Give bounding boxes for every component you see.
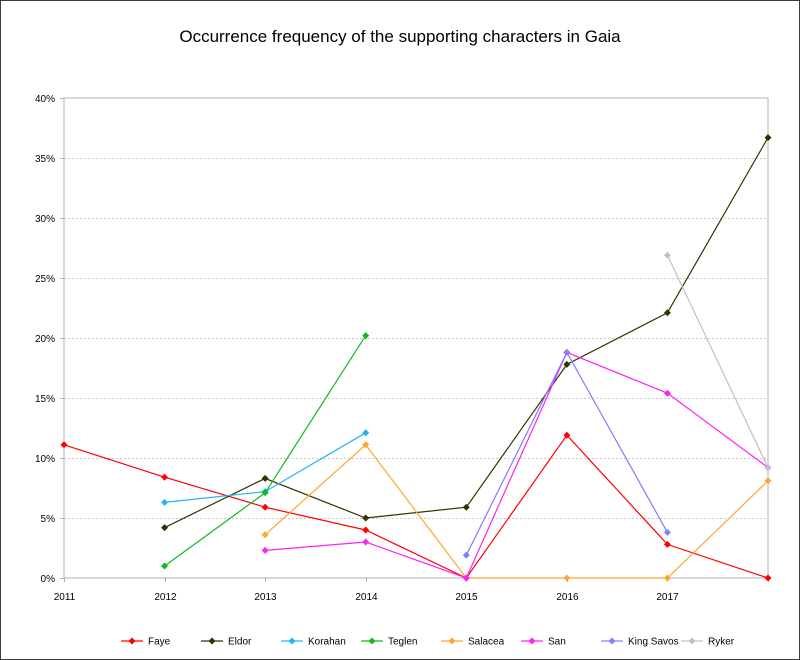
x-tick-label: 2016 [556,592,579,603]
data-point-faye [60,441,68,449]
series-line-san [265,351,769,579]
y-tick-label: 0% [41,574,56,585]
data-point-salacea [362,441,370,449]
series-salacea [261,441,772,582]
series-line-eldor [164,137,769,529]
data-point-ryker [764,464,772,472]
data-point-faye [261,503,269,511]
legend-label-faye: Faye [148,637,171,648]
data-point-faye [663,540,671,548]
y-tick-label: 35% [35,154,55,165]
series-teglen [161,332,370,570]
legend-item-king-savos: King Savos [601,637,679,648]
data-point-eldor [261,474,269,482]
axes: 0% 5% 10% 15% 20% 25% 30% 35% 40% 2011 2012 2013 201… [35,94,769,603]
data-point-faye [161,473,169,481]
data-point-eldor [563,360,571,368]
legend-item-salacea: Salacea [441,637,505,648]
series-line-salacea [264,443,769,579]
series-line-ryker [666,254,769,468]
x-tick-label: 2011 [54,592,76,603]
legend-label-king-savos: King Savos [628,637,679,648]
legend-label-san: San [548,637,566,648]
series-line-faye [63,434,769,579]
legend-marker-king-savos [608,637,616,645]
legend-marker-teglen [368,637,376,645]
legend-item-teglen: Teglen [361,637,417,648]
series-king-savos [462,348,671,559]
x-tick-label: 2014 [355,592,378,603]
data-point-teglen [161,562,169,570]
legend: Faye Eldor Korahan Teglen Salacea San King Sav… [121,637,735,648]
data-point-korahan [161,498,169,506]
data-point-king-savos [563,348,571,356]
x-tick-label: 2015 [455,592,478,603]
data-point-san [362,538,370,546]
data-point-faye [563,431,571,439]
data-point-san [462,574,470,582]
x-tick-label: 2017 [656,592,679,603]
legend-label-salacea: Salacea [468,637,505,648]
legend-item-san: San [521,637,566,648]
data-point-korahan [362,429,370,437]
y-tick-label: 30% [35,214,55,225]
series-san [261,348,772,582]
data-point-eldor [462,503,470,511]
legend-marker-korahan [288,637,296,645]
x-tick-label: 2012 [154,592,177,603]
data-point-eldor [161,524,169,532]
series-eldor [161,134,772,532]
legend-item-korahan: Korahan [281,637,346,648]
legend-label-eldor: Eldor [228,637,252,648]
legend-marker-ryker [688,637,696,645]
data-point-teglen [362,332,370,340]
y-tick-label: 40% [35,94,55,105]
y-tick-label: 5% [41,514,56,525]
data-point-faye [362,526,370,534]
series-ryker [663,251,772,472]
data-point-salacea [563,574,571,582]
y-tick-label: 15% [35,394,55,405]
gridlines [64,158,768,519]
data-point-san [261,546,269,554]
legend-marker-faye [128,637,136,645]
data-point-faye [764,574,772,582]
legend-marker-salacea [448,637,456,645]
data-point-king-savos [462,551,470,559]
data-point-ryker [663,251,671,259]
data-point-salacea [261,531,269,539]
data-point-eldor [362,514,370,522]
legend-marker-eldor [208,637,216,645]
x-tick-label: 2013 [254,592,277,603]
y-tick-label: 25% [35,274,55,285]
data-point-salacea [663,574,671,582]
data-point-san [663,389,671,397]
data-point-eldor [663,309,671,317]
data-point-salacea [764,477,772,485]
series-line-king-savos [465,351,668,556]
legend-label-ryker: Ryker [708,637,735,648]
data-point-eldor [764,134,772,142]
chart-title: Occurrence frequency of the supporting c… [179,27,621,46]
series-faye [60,431,772,582]
legend-item-faye: Faye [121,637,171,648]
data-point-king-savos [663,528,671,536]
y-tick-label: 10% [35,454,55,465]
legend-label-korahan: Korahan [308,637,346,648]
legend-item-eldor: Eldor [201,637,252,648]
y-tick-label: 20% [35,334,55,345]
series-group [60,134,772,582]
data-point-teglen [261,489,269,497]
legend-marker-san [528,637,536,645]
legend-label-teglen: Teglen [388,637,417,648]
legend-item-ryker: Ryker [681,637,735,648]
